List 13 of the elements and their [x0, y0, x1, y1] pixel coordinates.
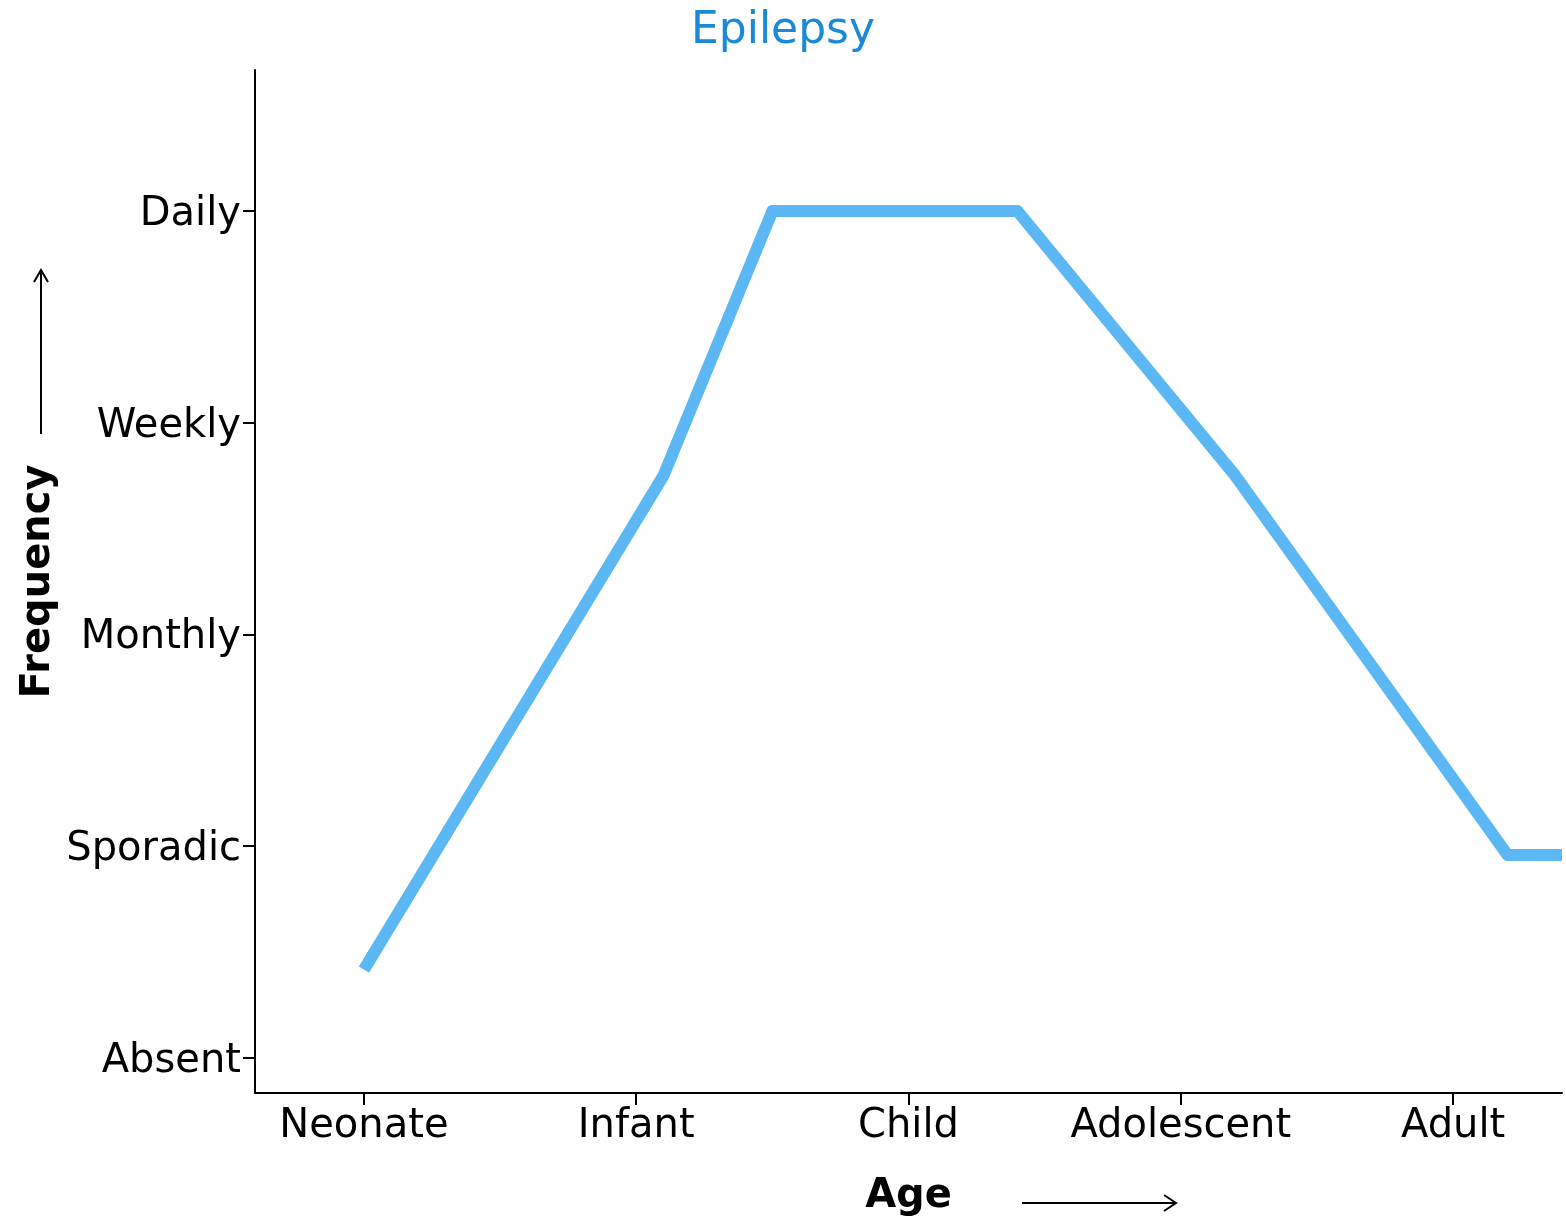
- chart-title: Epilepsy: [690, 1, 876, 53]
- x-tick-label: Child: [858, 1100, 959, 1146]
- x-tick-label: Adolescent: [1070, 1100, 1292, 1146]
- text: Sporadic: [66, 823, 241, 870]
- x-axis-title: Age: [865, 1170, 952, 1216]
- x-tick-label: Adult: [1400, 1100, 1506, 1146]
- text: Weekly: [96, 399, 241, 446]
- x-tick-label: Neonate: [279, 1100, 449, 1146]
- text: Daily: [139, 188, 241, 235]
- x-tick-label: Infant: [577, 1100, 695, 1146]
- text: Absent: [101, 1034, 241, 1081]
- text: Monthly: [80, 611, 241, 658]
- y-axis-title: Frequency: [12, 464, 58, 699]
